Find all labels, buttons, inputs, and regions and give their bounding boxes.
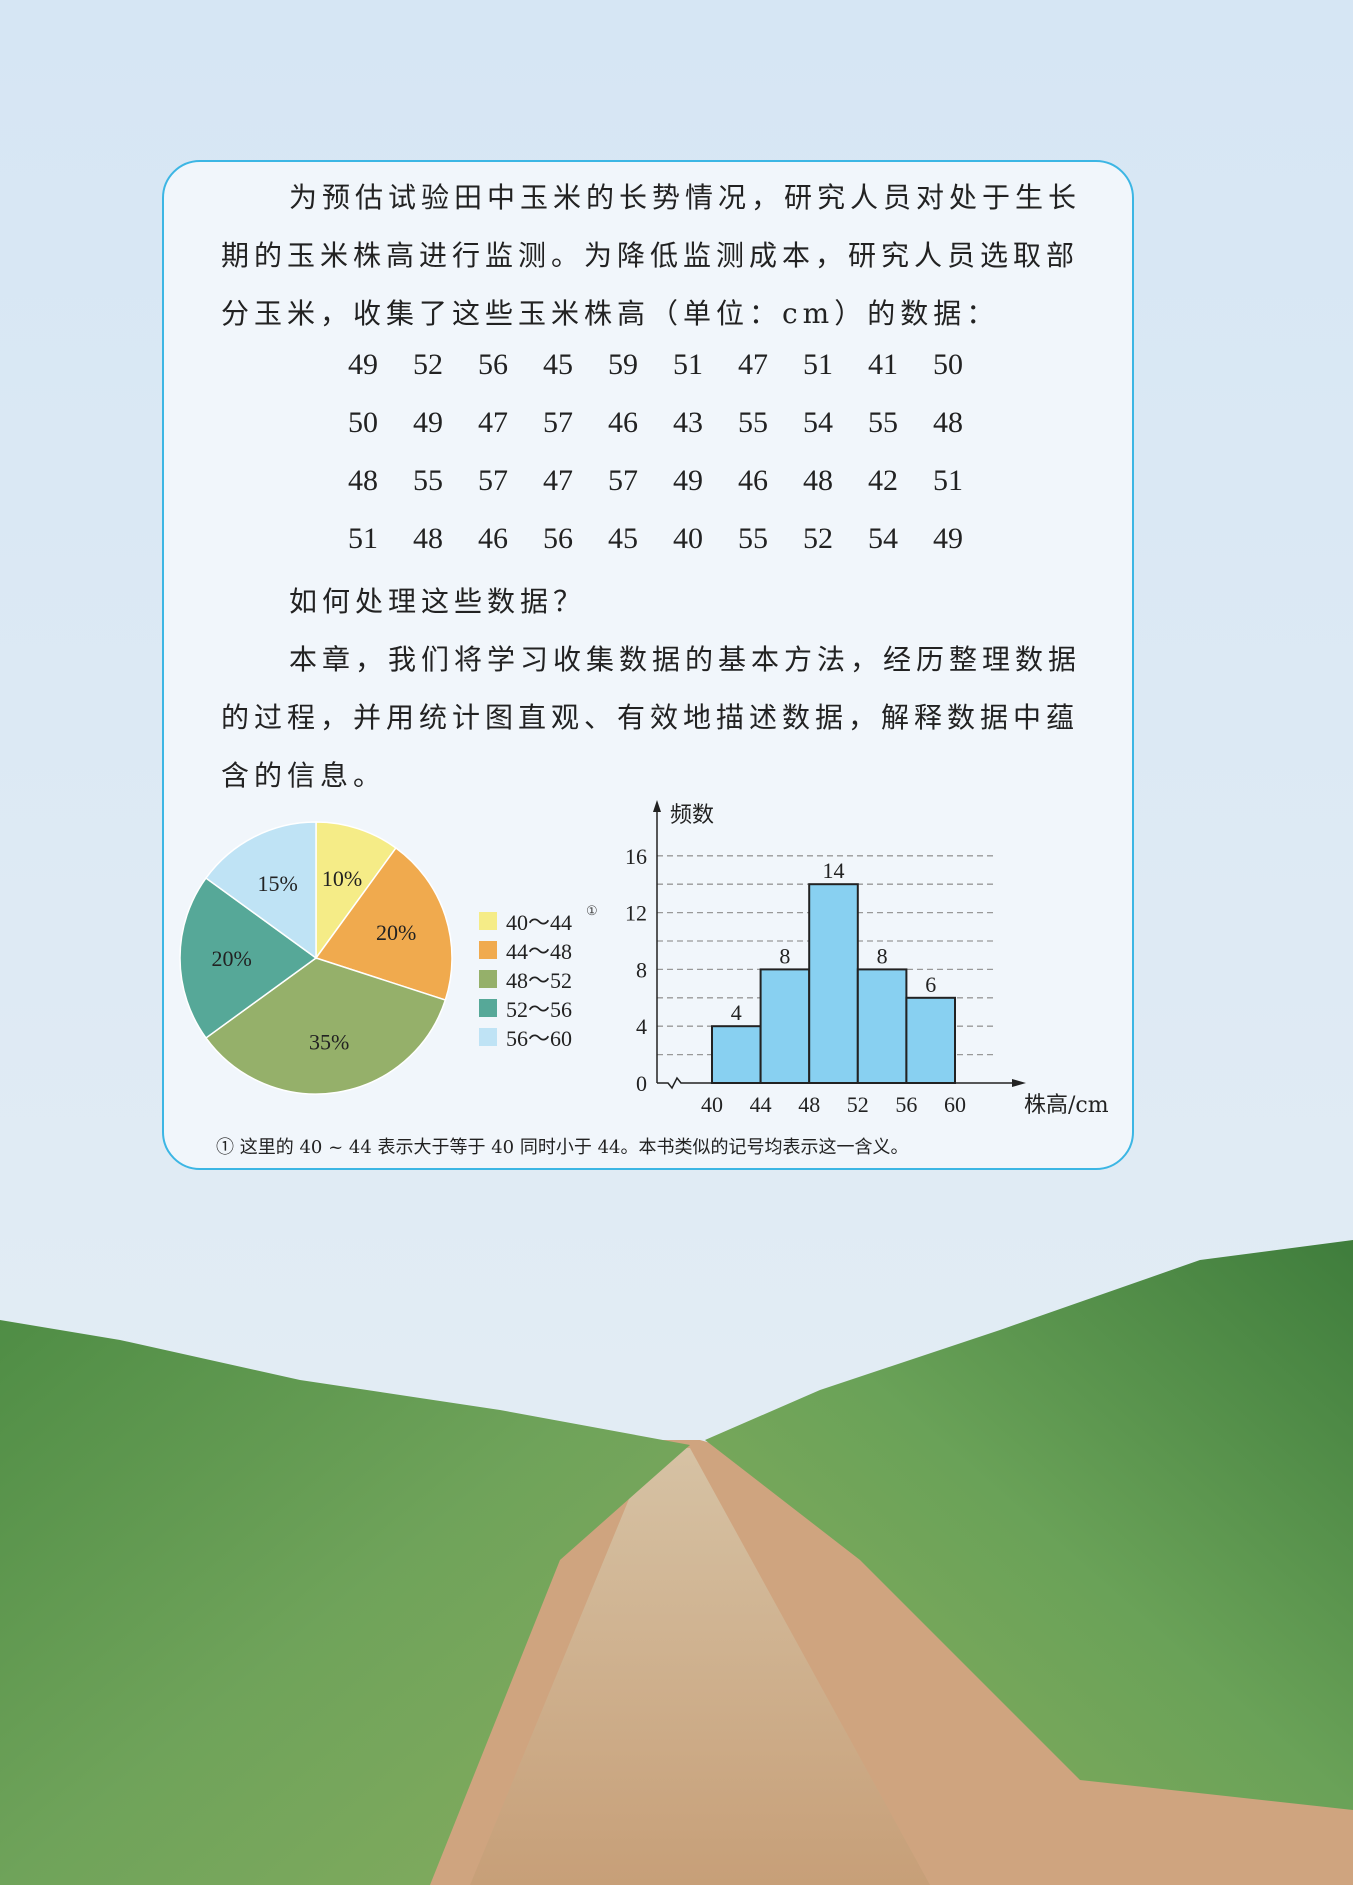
legend-label: 44～48 [506,939,572,964]
x-axis-arrow [1012,1079,1026,1087]
x-tick-label: 48 [798,1092,820,1117]
data-cell: 51 [348,522,378,555]
legend-label: 52～56 [506,997,572,1022]
data-cell: 55 [738,406,768,439]
data-cell: 51 [673,348,703,381]
data-cell: 57 [478,464,508,497]
bar-data-label: 6 [925,972,936,997]
data-cell: 54 [803,406,833,439]
data-cell: 51 [803,348,833,381]
data-cell: 46 [608,406,638,439]
data-cell: 48 [933,406,963,439]
histogram-bar [905,996,957,1084]
data-cell: 59 [608,348,638,381]
data-cell: 48 [348,464,378,497]
pie-slice [314,846,453,1001]
data-cell: 45 [608,522,638,555]
pie-label: 20% [212,946,252,971]
legend-label: 56～60 [506,1026,572,1051]
y-tick-label: 16 [625,844,647,869]
intro-line-3: 分玉米，收集了这些玉米株高（单位：cm）的数据： [221,297,1000,330]
data-cell: 40 [673,522,703,555]
x-tick-label: 60 [944,1092,966,1117]
x-axis-title: 株高/cm [1024,1093,1109,1118]
data-cell: 45 [543,348,573,381]
data-cell: 55 [413,464,443,497]
data-cell: 48 [413,522,443,555]
data-cell: 46 [738,464,768,497]
data-cell: 42 [868,464,898,497]
legend-swatch [479,970,497,988]
data-cell: 48 [803,464,833,497]
histogram-bar [711,1025,762,1084]
x-axis [657,1076,1018,1090]
legend-swatch [479,999,497,1017]
y-axis-title: 频数 [670,803,714,828]
data-cell: 47 [738,348,768,381]
legend-label: 40～44 [506,910,572,935]
data-cell: 52 [413,348,443,381]
pie-label: 35% [309,1029,349,1054]
data-cell: 43 [673,406,703,439]
chapter-line-2: 的过程，并用统计图直观、有效地描述数据，解释数据中蕴 [221,701,1080,734]
data-cell: 55 [868,406,898,439]
bar-data-label: 4 [731,1000,742,1025]
y-tick-label: 12 [625,901,647,926]
y-tick-label: 8 [636,957,647,982]
data-cell: 47 [543,464,573,497]
histogram-bar [856,968,908,1085]
pie-slice [179,877,318,1039]
intro-line-2: 期的玉米株高进行监测。为降低监测成本，研究人员选取部 [221,239,1080,272]
data-cell: 56 [543,522,573,555]
pie-label: 20% [376,920,416,945]
question-text: 如何处理这些数据？ [289,585,587,618]
data-cell: 41 [868,348,898,381]
data-cell: 51 [933,464,963,497]
data-cell: 49 [348,348,378,381]
pie-slice [315,821,397,961]
footnote: ① 这里的 40 ~ 44 表示大于等于 40 同时小于 44。本书类似的记号均… [216,1137,909,1158]
data-cell: 50 [348,406,378,439]
x-tick-label: 56 [895,1092,917,1117]
footnote-mark: ① [586,903,598,918]
bar-data-label: 8 [779,943,790,968]
data-cell: 57 [543,406,573,439]
data-cell: 54 [868,522,898,555]
data-cell: 47 [478,406,508,439]
x-tick-label: 52 [847,1092,869,1117]
y-axis-arrow [653,800,661,812]
legend-label: 48～52 [506,968,572,993]
chapter-line-1: 本章，我们将学习收集数据的基本方法，经历整理数据 [289,643,1082,676]
pie-label: 15% [258,871,298,896]
histogram-bar [759,968,811,1085]
pie-slice [204,957,447,1095]
bar-data-label: 14 [823,858,845,883]
histogram-bar [808,883,859,1085]
bar-data-label: 8 [877,943,888,968]
data-cell: 56 [478,348,508,381]
x-tick-label: 44 [750,1092,772,1117]
data-cell: 46 [478,522,508,555]
data-cell: 49 [933,522,963,555]
data-cell: 49 [413,406,443,439]
data-cell: 55 [738,522,768,555]
pie-label: 10% [322,866,362,891]
chapter-line-3: 含的信息。 [221,759,387,792]
pie-slice [204,821,317,960]
data-cell: 52 [803,522,833,555]
data-cell: 50 [933,348,963,381]
y-tick-label: 4 [636,1014,647,1039]
data-cell: 57 [608,464,638,497]
y-tick-label: 0 [636,1071,647,1096]
data-cell: 49 [673,464,703,497]
x-tick-label: 40 [701,1092,723,1117]
legend-swatch [479,912,497,930]
intro-line-1: 为预估试验田中玉米的长势情况，研究人员对处于生长 [289,181,1082,214]
legend-swatch [479,941,497,959]
legend-swatch [479,1028,497,1046]
